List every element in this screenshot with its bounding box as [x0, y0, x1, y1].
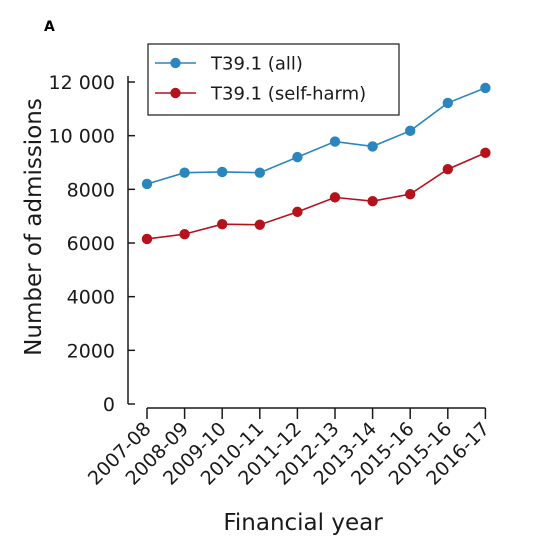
data-point [367, 141, 378, 152]
y-tick-label: 0 [103, 394, 115, 416]
data-point [217, 219, 228, 230]
series-line [146, 87, 486, 185]
legend: T39.1 (all) T39.1 (self-harm) [147, 43, 400, 116]
data-point [254, 219, 265, 230]
legend-marker [170, 57, 181, 69]
series-self-harm [141, 147, 491, 245]
legend-item: T39.1 (self-harm) [155, 84, 366, 105]
legend-marker [170, 87, 181, 99]
data-point [254, 167, 265, 178]
legend-label: T39.1 (all) [210, 54, 303, 75]
y-tick-label: 6000 [67, 233, 115, 255]
series-all [141, 82, 491, 190]
y-tick-label: 8000 [67, 179, 115, 201]
legend-item: T39.1 (all) [155, 54, 303, 75]
data-point [141, 178, 153, 190]
y-tick-label: 2000 [67, 340, 115, 362]
y-axis-title: Number of admissions [21, 98, 47, 356]
y-ticks: 0 2000 4000 6000 8000 10 000 12 000 [49, 72, 135, 416]
data-point [405, 125, 416, 137]
data-point [480, 82, 491, 94]
series-layer [141, 82, 491, 245]
data-point [292, 206, 303, 218]
data-point [329, 192, 341, 203]
y-tick-label: 12 000 [49, 72, 115, 94]
data-point [141, 233, 153, 245]
x-axis-title: Financial year [223, 510, 383, 536]
y-tick-label: 4000 [67, 287, 115, 309]
axes: 0 2000 4000 6000 8000 10 000 12 000 2007-08200… [49, 72, 494, 490]
data-point [217, 166, 228, 178]
legend-box [147, 43, 400, 116]
data-point [179, 228, 190, 240]
y-tick-label: 10 000 [49, 126, 115, 148]
panel-label: A [44, 19, 55, 35]
data-point [292, 151, 303, 163]
data-point [329, 136, 341, 147]
legend-label: T39.1 (self-harm) [210, 84, 366, 105]
x-ticks: 2007-082008-092009-102010-112011-122012-… [84, 408, 494, 490]
data-point [442, 97, 453, 109]
data-point [367, 195, 378, 207]
data-point [179, 167, 190, 178]
legend-items: T39.1 (all) T39.1 (self-harm) [155, 54, 366, 105]
data-point [405, 188, 416, 200]
data-point [442, 164, 453, 175]
data-point [480, 147, 491, 159]
series-line [146, 152, 486, 240]
